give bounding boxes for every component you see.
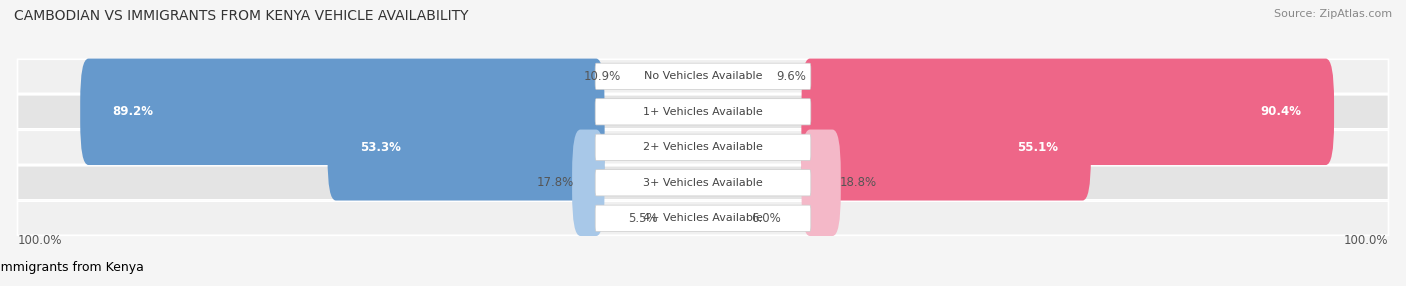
Text: 9.6%: 9.6% xyxy=(776,70,806,83)
Text: 100.0%: 100.0% xyxy=(17,234,62,247)
Text: 55.1%: 55.1% xyxy=(1018,141,1059,154)
FancyBboxPatch shape xyxy=(595,99,811,125)
Text: 10.9%: 10.9% xyxy=(583,70,621,83)
FancyBboxPatch shape xyxy=(801,94,1091,200)
FancyBboxPatch shape xyxy=(595,205,811,231)
FancyBboxPatch shape xyxy=(80,59,605,165)
Text: 18.8%: 18.8% xyxy=(839,176,876,189)
Text: 4+ Vehicles Available: 4+ Vehicles Available xyxy=(643,213,763,223)
Text: 53.3%: 53.3% xyxy=(360,141,401,154)
Text: No Vehicles Available: No Vehicles Available xyxy=(644,71,762,81)
Text: CAMBODIAN VS IMMIGRANTS FROM KENYA VEHICLE AVAILABILITY: CAMBODIAN VS IMMIGRANTS FROM KENYA VEHIC… xyxy=(14,9,468,23)
Text: 1+ Vehicles Available: 1+ Vehicles Available xyxy=(643,107,763,117)
FancyBboxPatch shape xyxy=(595,170,811,196)
Legend: Cambodian, Immigrants from Kenya: Cambodian, Immigrants from Kenya xyxy=(0,256,149,279)
FancyBboxPatch shape xyxy=(17,201,1389,235)
FancyBboxPatch shape xyxy=(17,166,1389,200)
Text: 6.0%: 6.0% xyxy=(751,212,780,225)
FancyBboxPatch shape xyxy=(801,59,1334,165)
Text: 90.4%: 90.4% xyxy=(1261,105,1302,118)
Text: 5.5%: 5.5% xyxy=(628,212,658,225)
FancyBboxPatch shape xyxy=(17,130,1389,164)
Text: 89.2%: 89.2% xyxy=(112,105,153,118)
FancyBboxPatch shape xyxy=(595,134,811,160)
Text: 3+ Vehicles Available: 3+ Vehicles Available xyxy=(643,178,763,188)
Text: 17.8%: 17.8% xyxy=(536,176,574,189)
FancyBboxPatch shape xyxy=(572,130,605,236)
FancyBboxPatch shape xyxy=(328,94,605,200)
Text: 100.0%: 100.0% xyxy=(1344,234,1389,247)
FancyBboxPatch shape xyxy=(595,63,811,90)
FancyBboxPatch shape xyxy=(17,95,1389,129)
FancyBboxPatch shape xyxy=(17,59,1389,93)
Text: 2+ Vehicles Available: 2+ Vehicles Available xyxy=(643,142,763,152)
FancyBboxPatch shape xyxy=(801,130,841,236)
Text: Source: ZipAtlas.com: Source: ZipAtlas.com xyxy=(1274,9,1392,19)
